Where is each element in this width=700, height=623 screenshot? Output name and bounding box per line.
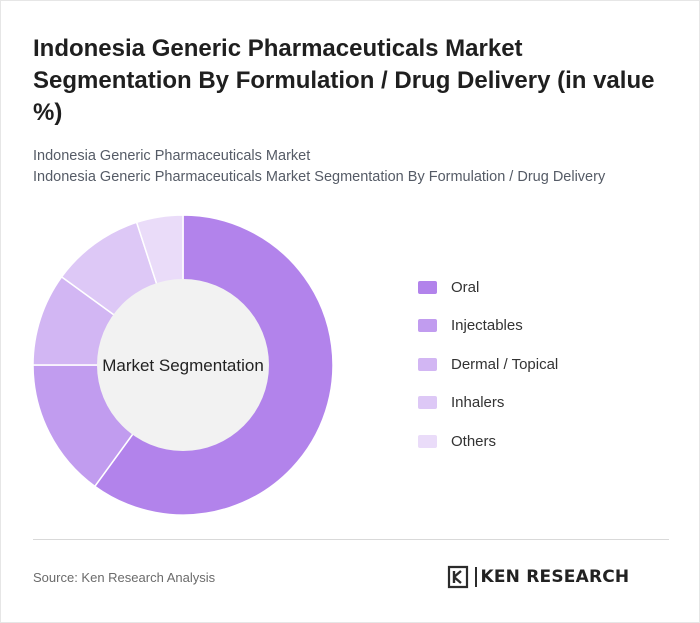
donut-center-label: Market Segmentation xyxy=(102,356,264,375)
legend-swatch xyxy=(418,319,437,332)
chart-legend: Oral Injectables Dermal / Topical Inhalers O… xyxy=(418,277,558,470)
legend-item-dermal-topical: Dermal / Topical xyxy=(418,354,558,374)
footer-divider xyxy=(33,539,669,540)
legend-item-injectables: Injectables xyxy=(418,316,558,336)
ken-research-k-icon xyxy=(447,565,469,589)
source-note: Source: Ken Research Analysis xyxy=(33,570,216,585)
legend-label: Injectables xyxy=(451,317,523,334)
logo-separator xyxy=(475,567,477,587)
legend-label: Inhalers xyxy=(451,394,505,411)
legend-swatch xyxy=(418,434,437,448)
legend-label: Dermal / Topical xyxy=(451,355,559,373)
ken-research-logo: KEN RESEARCH xyxy=(447,564,629,590)
chart-subtitle-segmentation: Indonesia Generic Pharmaceuticals Market… xyxy=(33,169,606,185)
legend-item-oral: Oral xyxy=(418,277,558,297)
legend-swatch xyxy=(418,280,437,294)
logo-text: KEN RESEARCH xyxy=(480,567,630,587)
legend-label: Oral xyxy=(451,278,480,296)
legend-item-inhalers: Inhalers xyxy=(418,393,558,413)
legend-swatch xyxy=(418,396,437,409)
legend-item-others: Others xyxy=(418,431,558,451)
legend-label: Others xyxy=(451,432,497,450)
chart-title: Indonesia Generic Pharmaceuticals Market… xyxy=(33,35,655,126)
donut-hole xyxy=(97,279,269,451)
legend-swatch xyxy=(418,357,437,371)
donut-chart: Market Segmentation xyxy=(33,215,333,515)
chart-subtitle-market: Indonesia Generic Pharmaceuticals Market xyxy=(33,148,311,164)
